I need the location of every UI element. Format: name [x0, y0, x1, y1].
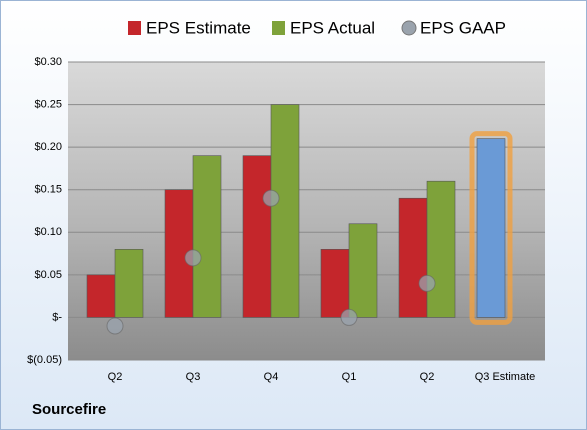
bar: [426, 180, 456, 318]
x-tick-label: Q4: [264, 371, 279, 383]
bar: [320, 249, 350, 318]
gaap-bubble: [262, 189, 280, 207]
x-tick-label: Q2: [108, 371, 123, 383]
y-tick-label: $-: [52, 311, 62, 323]
x-tick-label: Q1: [342, 371, 357, 383]
y-tick-label: $0.15: [34, 184, 62, 196]
legend-label: EPS Estimate: [146, 18, 251, 37]
y-tick-label: $0.30: [34, 56, 62, 68]
bar: [476, 138, 506, 318]
x-tick-label: Q2: [420, 371, 435, 383]
gaap-bubble: [184, 249, 202, 267]
bar: [242, 155, 272, 318]
gaap-bubble: [106, 317, 124, 335]
legend-label: EPS Actual: [290, 18, 375, 37]
y-tick-label: $0.10: [34, 226, 62, 238]
y-tick-label: $0.05: [34, 269, 62, 281]
bar: [86, 274, 116, 318]
gaap-bubble: [418, 274, 436, 292]
legend-label: EPS GAAP: [420, 18, 506, 37]
bar: [348, 223, 378, 318]
y-tick-label: $0.25: [34, 98, 62, 110]
plot-area: [68, 62, 545, 360]
y-tick-label: $0.20: [34, 141, 62, 153]
x-tick-label: Q3: [186, 371, 201, 383]
legend-marker: [401, 20, 417, 36]
bar: [192, 155, 222, 318]
chart-title: Sourcefire: [32, 401, 106, 418]
bar: [398, 197, 428, 318]
x-tick-label: Q3 Estimate: [475, 371, 536, 383]
gaap-bubble: [340, 308, 358, 326]
y-tick-label: $(0.05): [27, 354, 62, 366]
legend-marker: [128, 21, 141, 35]
bar: [270, 104, 300, 318]
bar: [114, 249, 144, 318]
highlight-glow: [469, 131, 513, 325]
legend-marker: [272, 21, 285, 35]
